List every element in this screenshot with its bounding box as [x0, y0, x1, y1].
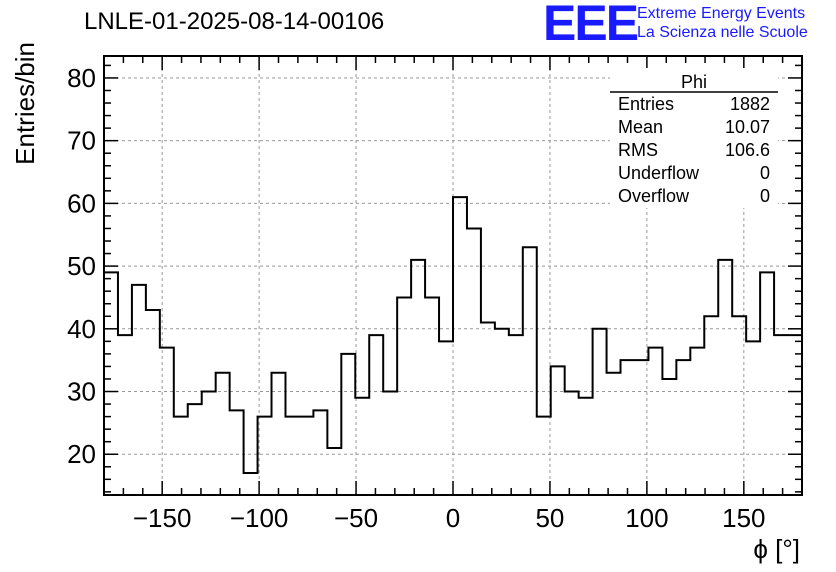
histogram-bin: [690, 348, 704, 495]
stats-label: RMS: [618, 140, 658, 160]
histogram-bin: [662, 379, 676, 495]
histogram-bin: [118, 335, 132, 495]
y-tick-label: 80: [67, 63, 96, 93]
logo-line-1: Extreme Energy Events: [637, 5, 806, 22]
histogram-bin: [216, 373, 230, 495]
y-axis-label: Entries/bin: [10, 42, 40, 165]
y-axis: 20 30 40 50 60 70 80: [67, 63, 802, 493]
histogram-bin: [244, 473, 258, 495]
histogram-bin: [607, 373, 621, 495]
histogram-bin: [732, 316, 746, 495]
histogram-bin: [188, 404, 202, 495]
y-tick-label: 60: [67, 188, 96, 218]
y-tick-label: 30: [67, 377, 96, 407]
stats-label: Overflow: [618, 186, 690, 206]
histogram-bin: [634, 360, 648, 495]
histogram-bin: [565, 392, 579, 495]
stats-label: Mean: [618, 117, 663, 137]
chart-title: LNLE-01-2025-08-14-00106: [84, 8, 385, 35]
stats-value: 10.07: [725, 117, 770, 137]
histogram-bin: [369, 335, 383, 495]
histogram-bin: [467, 228, 481, 495]
stats-label: Underflow: [618, 163, 700, 183]
logo-line-2: La Scienza nelle Scuole: [637, 24, 808, 41]
histogram-bin: [383, 392, 397, 495]
histogram-bin: [593, 329, 607, 495]
histogram-bin: [285, 417, 299, 495]
histogram-bin: [621, 360, 635, 495]
eee-logo: EEE: [543, 0, 639, 51]
histogram-bin: [341, 354, 355, 495]
y-tick-label: 50: [67, 251, 96, 281]
histogram-bin: [788, 335, 802, 495]
histogram-bin: [272, 373, 286, 495]
histogram-bin: [355, 398, 369, 495]
x-tick-label: −150: [133, 503, 192, 533]
x-axis-label: ϕ [°]: [753, 534, 800, 564]
histogram-bin: [313, 410, 327, 495]
histogram-bin: [439, 341, 453, 495]
histogram-bin: [327, 448, 341, 495]
histogram-bin: [146, 310, 160, 495]
histogram-bin: [676, 360, 690, 495]
x-tick-label: 150: [722, 503, 765, 533]
logo-caption: Extreme Energy Events La Scienza nelle S…: [637, 4, 808, 42]
histogram-bin: [523, 247, 537, 495]
histogram-bin: [397, 297, 411, 495]
histogram-bin: [299, 417, 313, 495]
stats-box: Phi Entries 1882 Mean 10.07 RMS 106.6 Underflow…: [610, 68, 778, 208]
histogram-bin: [746, 341, 760, 495]
y-tick-label: 40: [67, 314, 96, 344]
histogram-bin: [160, 348, 174, 495]
histogram-bin: [551, 366, 565, 495]
histogram-bin: [411, 260, 425, 495]
histogram-bin: [425, 297, 439, 495]
histogram-bin: [104, 272, 118, 495]
histogram-bin: [509, 335, 523, 495]
stats-value: 106.6: [725, 140, 770, 160]
histogram-bin: [202, 392, 216, 495]
histogram-outline: [104, 196, 802, 475]
histogram-bin: [453, 197, 467, 495]
histogram-bin: [495, 329, 509, 495]
histogram-bin: [760, 272, 774, 495]
histogram-bin: [718, 260, 732, 495]
histogram-bin: [132, 285, 146, 495]
stats-value: 0: [760, 163, 770, 183]
y-tick-label: 20: [67, 439, 96, 469]
y-tick-label: 70: [67, 126, 96, 156]
x-tick-label: 50: [535, 503, 564, 533]
x-tick-label: 0: [446, 503, 460, 533]
histogram-bin: [648, 348, 662, 495]
histogram-bin: [230, 410, 244, 495]
histogram-bin: [704, 316, 718, 495]
x-tick-label: 100: [625, 503, 668, 533]
x-tick-label: −100: [230, 503, 289, 533]
stats-title: Phi: [681, 72, 707, 92]
stats-value: 0: [760, 186, 770, 206]
histogram-bin: [537, 417, 551, 495]
histogram-bin: [481, 323, 495, 495]
histogram-bin: [174, 417, 188, 495]
histogram-bin: [579, 398, 593, 495]
x-tick-label: −50: [334, 503, 378, 533]
stats-label: Entries: [618, 94, 674, 114]
x-axis: −150 −100 −50 0 50 100 150: [103, 56, 803, 533]
histogram-bin: [774, 335, 788, 495]
stats-value: 1882: [730, 94, 770, 114]
